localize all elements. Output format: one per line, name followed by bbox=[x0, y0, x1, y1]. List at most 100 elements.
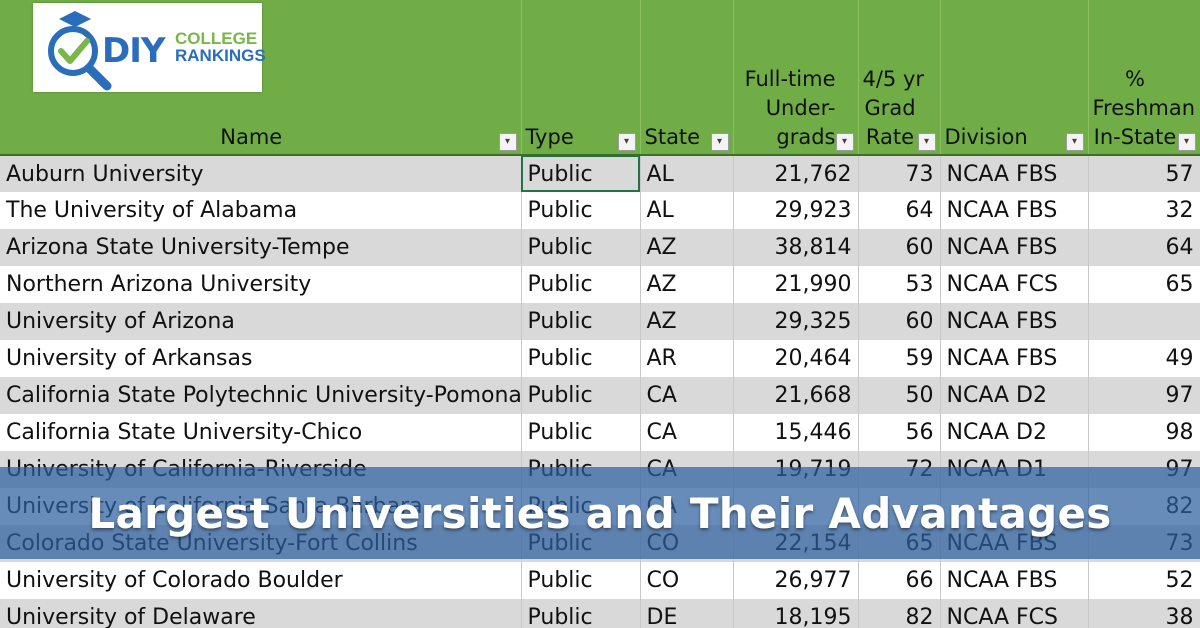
cell-undergrads[interactable]: 29,923 bbox=[733, 192, 859, 229]
cell-freshman-in-state[interactable]: 98 bbox=[1088, 414, 1200, 451]
cell-grad-rate[interactable]: 60 bbox=[858, 229, 941, 266]
cell-undergrads[interactable]: 15,446 bbox=[733, 414, 859, 451]
table-row: Auburn University Public AL 21,762 73 NCAA FB… bbox=[0, 155, 1200, 192]
filter-dropdown-icon[interactable]: ▾ bbox=[710, 133, 729, 151]
cell-freshman-in-state[interactable]: 52 bbox=[1088, 562, 1200, 599]
header-type: Type ▾ bbox=[521, 0, 641, 156]
cell-type[interactable]: Public bbox=[521, 340, 641, 377]
cell-undergrads[interactable]: 21,990 bbox=[733, 266, 859, 303]
cell-type[interactable]: Public bbox=[521, 599, 641, 628]
filter-dropdown-icon[interactable]: ▾ bbox=[617, 133, 636, 151]
filter-dropdown-icon[interactable]: ▾ bbox=[498, 133, 517, 151]
cell-undergrads[interactable]: 18,195 bbox=[733, 599, 859, 628]
magnifier-check-icon bbox=[48, 11, 112, 91]
cell-division[interactable]: NCAA FBS bbox=[940, 340, 1089, 377]
filter-dropdown-icon[interactable]: ▾ bbox=[917, 133, 936, 151]
cell-name[interactable]: University of Arkansas bbox=[0, 340, 522, 377]
table-row: California State University-Chico Public C… bbox=[0, 414, 1200, 451]
cell-state[interactable]: AL bbox=[640, 155, 734, 192]
cell-type[interactable]: Public bbox=[521, 303, 641, 340]
cell-name[interactable]: California State University-Chico bbox=[0, 414, 522, 451]
cell-grad-rate[interactable]: 64 bbox=[858, 192, 941, 229]
cell-undergrads[interactable]: 38,814 bbox=[733, 229, 859, 266]
filter-dropdown-icon[interactable]: ▾ bbox=[1177, 133, 1196, 151]
cell-freshman-in-state[interactable]: 49 bbox=[1088, 340, 1200, 377]
cell-name[interactable]: Arizona State University-Tempe bbox=[0, 229, 522, 266]
cell-state[interactable]: AZ bbox=[640, 266, 734, 303]
cell-name[interactable]: University of Arizona bbox=[0, 303, 522, 340]
cell-freshman-in-state[interactable]: 64 bbox=[1088, 229, 1200, 266]
cell-name[interactable]: University of Colorado Boulder bbox=[0, 562, 522, 599]
cell-grad-rate[interactable]: 66 bbox=[858, 562, 941, 599]
table-row: California State Polytechnic University-… bbox=[0, 377, 1200, 414]
cell-state[interactable]: AL bbox=[640, 192, 734, 229]
cell-freshman-in-state[interactable]: 38 bbox=[1088, 599, 1200, 628]
cell-state[interactable]: DE bbox=[640, 599, 734, 628]
cell-grad-rate[interactable]: 53 bbox=[858, 266, 941, 303]
cell-division[interactable]: NCAA FBS bbox=[940, 303, 1089, 340]
cell-division[interactable]: NCAA FCS bbox=[940, 599, 1089, 628]
header-name-label: Name bbox=[220, 125, 283, 149]
cell-grad-rate[interactable]: 73 bbox=[858, 155, 941, 192]
table-row: Arizona State University-Tempe Public AZ 38… bbox=[0, 229, 1200, 266]
filter-dropdown-icon[interactable]: ▾ bbox=[835, 133, 854, 151]
diy-college-rankings-logo: DIY COLLEGE RANKINGS bbox=[33, 3, 266, 92]
cell-type[interactable]: Public bbox=[521, 266, 641, 303]
header-division-label: Division bbox=[944, 125, 1028, 149]
cell-division[interactable]: NCAA FBS bbox=[940, 229, 1089, 266]
cell-undergrads[interactable]: 21,762 bbox=[733, 155, 859, 192]
cell-undergrads[interactable]: 29,325 bbox=[733, 303, 859, 340]
table-row: University of Colorado Boulder Public CO 26… bbox=[0, 562, 1200, 599]
logo-college-text: COLLEGE bbox=[175, 29, 258, 48]
header-frosh-line3: In-State bbox=[1093, 125, 1177, 149]
cell-state[interactable]: AR bbox=[640, 340, 734, 377]
cell-undergrads[interactable]: 21,668 bbox=[733, 377, 859, 414]
cell-grad-rate[interactable]: 50 bbox=[858, 377, 941, 414]
cell-undergrads[interactable]: 26,977 bbox=[733, 562, 859, 599]
cell-division[interactable]: NCAA FBS bbox=[940, 192, 1089, 229]
cell-state[interactable]: CA bbox=[640, 377, 734, 414]
filter-dropdown-icon[interactable]: ▾ bbox=[1065, 133, 1084, 151]
cell-name[interactable]: California State Polytechnic University-… bbox=[0, 377, 522, 414]
header-state-label: State bbox=[644, 125, 701, 149]
cell-type[interactable]: Public bbox=[521, 414, 641, 451]
cell-grad-rate[interactable]: 56 bbox=[858, 414, 941, 451]
cell-type[interactable]: Public bbox=[521, 192, 641, 229]
table-row: University of Arkansas Public AR 20,464 59 NC… bbox=[0, 340, 1200, 377]
header-grad-line2: Grad bbox=[864, 96, 916, 120]
table-row: Northern Arizona University Public AZ 21,99… bbox=[0, 266, 1200, 303]
cell-undergrads[interactable]: 20,464 bbox=[733, 340, 859, 377]
table-row: University of Arizona Public AZ 29,325 60 NCA… bbox=[0, 303, 1200, 340]
cell-state[interactable]: AZ bbox=[640, 229, 734, 266]
cell-division[interactable]: NCAA FBS bbox=[940, 562, 1089, 599]
cell-freshman-in-state[interactable]: 32 bbox=[1088, 192, 1200, 229]
banner-title: Largest Universities and Their Advantage… bbox=[88, 488, 1112, 538]
cell-name[interactable]: University of Delaware bbox=[0, 599, 522, 628]
cell-freshman-in-state[interactable] bbox=[1088, 303, 1200, 340]
cell-state[interactable]: CA bbox=[640, 414, 734, 451]
cell-freshman-in-state[interactable]: 57 bbox=[1088, 155, 1200, 192]
cell-freshman-in-state[interactable]: 97 bbox=[1088, 377, 1200, 414]
cell-freshman-in-state[interactable]: 65 bbox=[1088, 266, 1200, 303]
cell-division[interactable]: NCAA D2 bbox=[940, 377, 1089, 414]
cell-type[interactable]: Public bbox=[521, 155, 641, 192]
cell-type[interactable]: Public bbox=[521, 562, 641, 599]
cell-state[interactable]: AZ bbox=[640, 303, 734, 340]
cell-state[interactable]: CO bbox=[640, 562, 734, 599]
header-grad-line1: 4/5 yr bbox=[862, 67, 925, 91]
cell-grad-rate[interactable]: 60 bbox=[858, 303, 941, 340]
cell-name[interactable]: Auburn University bbox=[0, 155, 522, 192]
cell-name[interactable]: The University of Alabama bbox=[0, 192, 522, 229]
header-undergrads-line2: Under- bbox=[765, 96, 836, 120]
cell-name[interactable]: Northern Arizona University bbox=[0, 266, 522, 303]
cell-division[interactable]: NCAA FCS bbox=[940, 266, 1089, 303]
header-undergrads: Full-time Under- grads ▾ bbox=[733, 0, 859, 156]
cell-grad-rate[interactable]: 59 bbox=[858, 340, 941, 377]
cell-grad-rate[interactable]: 82 bbox=[858, 599, 941, 628]
cell-division[interactable]: NCAA FBS bbox=[940, 155, 1089, 192]
cell-type[interactable]: Public bbox=[521, 229, 641, 266]
header-type-label: Type bbox=[525, 125, 574, 149]
cell-division[interactable]: NCAA D2 bbox=[940, 414, 1089, 451]
cell-type[interactable]: Public bbox=[521, 377, 641, 414]
